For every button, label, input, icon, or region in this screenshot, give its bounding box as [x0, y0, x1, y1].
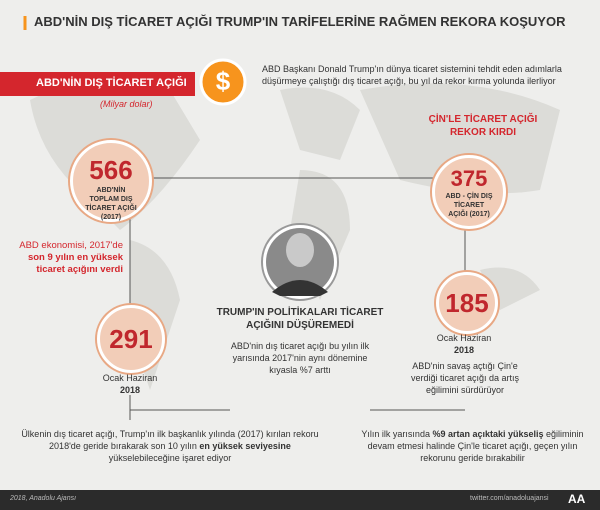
footer-link: twitter.com/anadoluajansi	[470, 495, 549, 502]
value-circle: 291	[97, 305, 165, 373]
bottom-left-text: Ülkenin dış ticaret açığı, Trump'ın ilk …	[20, 428, 320, 464]
period: Ocak Haziran	[436, 333, 492, 343]
value: 375	[450, 166, 488, 191]
text: Yılın ilk yarısında	[361, 429, 433, 439]
text: Ülkenin dış ticaret açığı, Trump'ın ilk …	[21, 429, 319, 451]
text: eğiliminin devam etmesi halinde Çin'le t…	[367, 429, 584, 463]
footer-credit: 2018, Anadolu Ajansı	[10, 495, 77, 502]
value: 566	[89, 155, 133, 185]
bold-text: son 9 yılın en yüksek ticaret açığını ve…	[27, 252, 123, 275]
center-heading: TRUMP'IN POLİTİKALARI TİCARET AÇIĞINI DÜ…	[216, 307, 384, 331]
value-circle: 566 ABD'NİN TOPLAM DIŞ TİCARET AÇIĞI (20…	[70, 140, 152, 222]
year: 2018	[119, 385, 141, 395]
bottom-right-text: Yılın ilk yarısında %9 artan açıktaki yü…	[360, 428, 585, 464]
right-note: ABD'nin savaş açtığı Çin'e verdiği ticar…	[410, 361, 520, 395]
china-heading: ÇİN'LE TİCARET AÇIĞI REKOR KIRDI	[428, 114, 538, 138]
logo: AA	[568, 492, 586, 506]
value: 185	[445, 288, 489, 318]
year: 2018	[453, 345, 475, 355]
value-circle: 185	[436, 272, 498, 334]
banner-unit: (Milyar dolar)	[100, 99, 153, 109]
left-note: ABD ekonomisi, 2017'de son 9 yılın en yü…	[18, 240, 123, 276]
dollar-icon: $	[215, 66, 231, 96]
circle-label: ABD'NİN TOPLAM DIŞ TİCARET AÇIĞI (2017)	[85, 187, 137, 221]
banner-title: ABD'NİN DIŞ TİCARET AÇIĞI	[36, 77, 187, 89]
title: ABD'NİN DIŞ TİCARET AÇIĞI TRUMP'IN TARİF…	[34, 14, 566, 29]
bold-text: en yüksek seviyesine	[199, 441, 291, 451]
center-text: ABD'nin dış ticaret açığı bu yılın ilk y…	[230, 341, 370, 375]
text: yükselebileceğine işaret ediyor	[108, 453, 232, 463]
value-circle: 375 ABD - ÇİN DIŞ TİCARET AÇIĞI (2017)	[432, 155, 506, 229]
intro-text: ABD Başkanı Donald Trump'ın dünya ticare…	[262, 64, 562, 86]
value: 291	[109, 324, 153, 354]
text: ABD ekonomisi, 2017'de	[19, 240, 123, 251]
period: Ocak Haziran	[102, 373, 158, 383]
circle-label: ABD - ÇİN DIŞ TİCARET AÇIĞI (2017)	[445, 193, 493, 218]
bold-text: %9 artan açıktaki yükseliş	[432, 429, 544, 439]
